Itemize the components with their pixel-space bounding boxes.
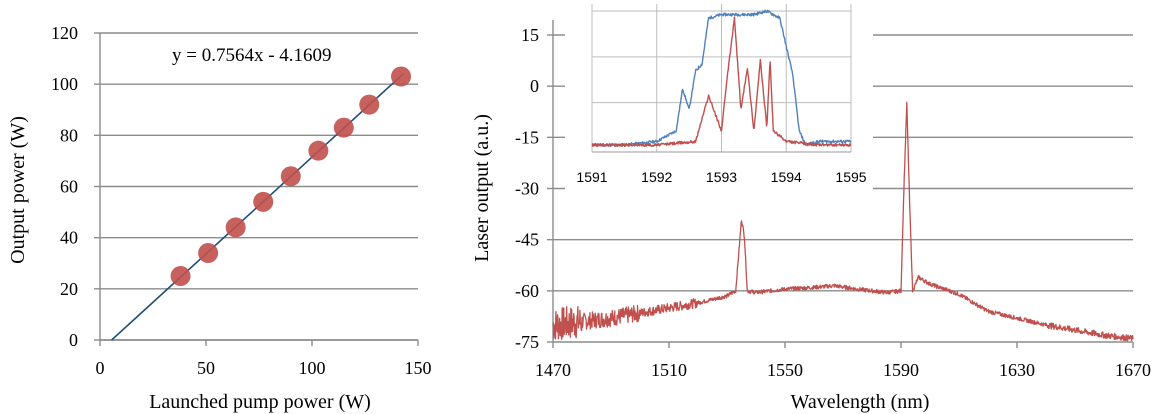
- data-point: [359, 94, 380, 115]
- left-y-tick-label: 20: [60, 279, 78, 299]
- right-x-tick-label: 1670: [1115, 360, 1151, 380]
- right-y-tick-label: -15: [515, 127, 539, 147]
- right-y-axis-title: Laser output (a.u.): [471, 114, 493, 262]
- inset-x-tick-label: 1594: [771, 169, 802, 185]
- data-point: [253, 191, 274, 212]
- right-y-tick-label: -45: [515, 230, 539, 250]
- right-y-tick-label: -75: [515, 332, 539, 352]
- data-point: [225, 217, 246, 238]
- left-y-tick-label: 0: [69, 330, 78, 350]
- right-y-tick-label: -60: [515, 281, 539, 301]
- left-x-tick-label: 100: [299, 358, 326, 378]
- left-y-tick-label: 40: [60, 228, 78, 248]
- right-y-tick-labels: 15 0 -15 -30 -45 -60 -75: [515, 25, 539, 352]
- data-point: [333, 117, 354, 138]
- right-x-tick-label: 1630: [999, 360, 1035, 380]
- right-x-tick-label: 1470: [535, 360, 571, 380]
- right-x-axis-title: Wavelength (nm): [791, 391, 930, 413]
- inset-gridlines: [591, 4, 852, 153]
- right-y-tick-label: 0: [530, 76, 539, 96]
- left-x-tick-labels: 0 50 100 150: [96, 358, 432, 378]
- left-axes: [94, 32, 419, 346]
- right-y-tick-label: -30: [515, 179, 539, 199]
- data-point: [280, 166, 301, 187]
- left-x-tick-label: 50: [197, 358, 215, 378]
- right-x-tick-label: 1550: [767, 360, 803, 380]
- inset-chart: 1591 1592 1593 1594 1595: [565, 0, 873, 190]
- data-point: [391, 66, 412, 87]
- inset-x-tick-label: 1595: [835, 169, 866, 185]
- data-point: [198, 243, 219, 264]
- left-y-axis-title: Output power (W): [7, 116, 29, 264]
- left-gridlines: [100, 32, 418, 341]
- trendline-equation: y = 0.7564x - 4.1609: [172, 45, 332, 66]
- left-x-tick-label: 0: [96, 358, 105, 378]
- inset-x-tick-label: 1592: [641, 169, 672, 185]
- right-x-tick-label: 1590: [883, 360, 919, 380]
- data-point: [170, 266, 191, 287]
- inset-x-tick-label: 1593: [706, 169, 737, 185]
- left-y-tick-label: 120: [51, 23, 78, 43]
- left-y-tick-labels: 0 20 40 60 80 100 120: [51, 23, 78, 350]
- inset-series-red: [591, 16, 852, 148]
- left-x-tick-label: 150: [405, 358, 432, 378]
- inset-x-tick-labels: 1591 1592 1593 1594 1595: [576, 169, 866, 185]
- left-x-axis-title: Launched pump power (W): [149, 391, 371, 413]
- left-y-tick-label: 100: [51, 74, 78, 94]
- left-y-tick-label: 80: [60, 125, 78, 145]
- inset-background: [565, 0, 873, 190]
- right-x-tick-label: 1510: [651, 360, 687, 380]
- right-axes: [547, 20, 1134, 348]
- data-point: [308, 140, 329, 161]
- right-x-tick-labels: 1470 1510 1550 1590 1630 1670: [535, 360, 1151, 380]
- right-series-group: [552, 101, 1134, 342]
- left-chart: 0 20 40 60 80 100 120 0 50 100 150 y = 0.7564x - …: [7, 23, 432, 413]
- inset-x-tick-label: 1591: [576, 169, 607, 185]
- right-chart: 150-15-30-45-60-75 1470 1510 1550 1590 1630 1…: [471, 0, 1151, 413]
- left-data-points: [170, 66, 412, 287]
- right-y-tick-label: 15: [521, 25, 539, 45]
- spectrum-line: [552, 101, 1134, 342]
- left-y-tick-label: 60: [60, 177, 78, 197]
- inset-series-group: [591, 9, 852, 148]
